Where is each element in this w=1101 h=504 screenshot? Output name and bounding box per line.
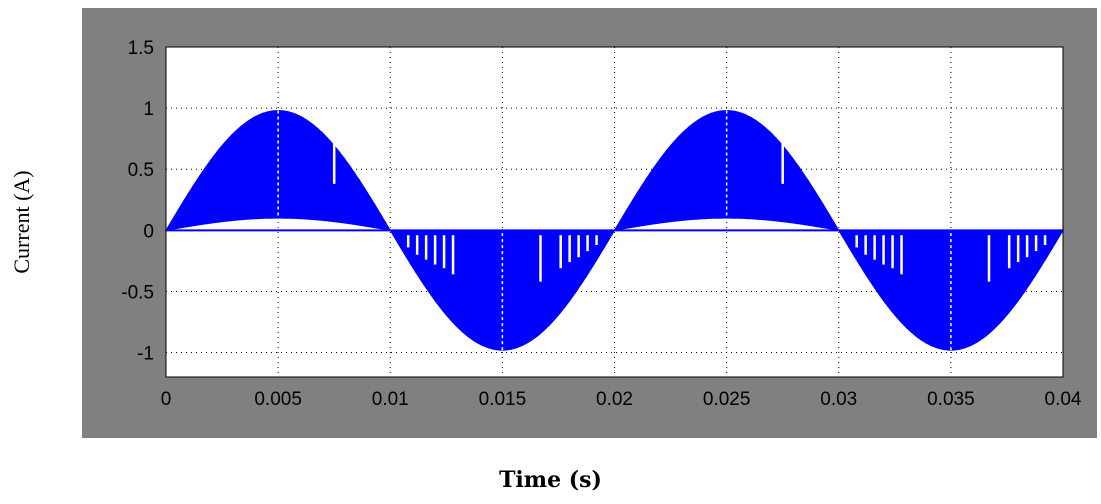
x-tick-label: 0.04 <box>1045 389 1082 410</box>
x-axis-label: Time (s) <box>499 467 602 493</box>
y-tick-label: -0.5 <box>121 282 154 303</box>
x-tick-label: 0 <box>161 389 172 410</box>
y-tick-label: 0.5 <box>128 160 154 181</box>
y-tick-label: 1 <box>143 99 154 120</box>
x-tick-label: 0.035 <box>927 389 975 410</box>
tick-labels: 0 0.005 0.01 0.015 0.02 0.025 0.03 0.035 0.04 -1 -… <box>121 38 1082 410</box>
y-tick-label: 1.5 <box>128 38 154 59</box>
x-tick-label: 0.02 <box>596 389 633 410</box>
plot-border <box>165 46 1064 378</box>
x-tick-label: 0.01 <box>372 389 409 410</box>
y-tick-label: -1 <box>137 344 154 365</box>
x-tick-label: 0.025 <box>703 389 751 410</box>
x-tick-label: 0.015 <box>479 389 527 410</box>
x-tick-label: 0.03 <box>820 389 857 410</box>
x-tick-label: 0.005 <box>254 389 302 410</box>
y-tick-label: 0 <box>143 221 154 242</box>
y-axis-label: Current (A) <box>9 170 34 274</box>
data-layer <box>164 110 1064 351</box>
